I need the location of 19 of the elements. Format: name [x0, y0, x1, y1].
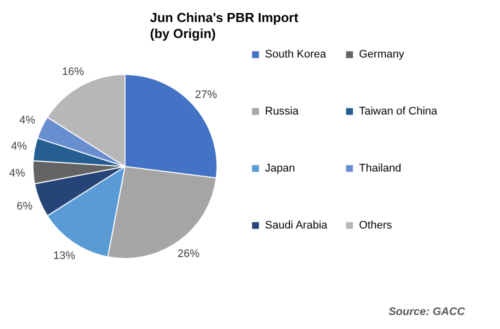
legend-label: Russia — [265, 106, 300, 118]
chart-subtitle: (by Origin) — [150, 26, 216, 41]
legend-label: Thailand — [359, 162, 402, 174]
data-label: 6% — [16, 200, 33, 212]
legend-label: South Korea — [265, 48, 328, 61]
chart-title: Jun China's PBR Import — [150, 10, 299, 25]
data-label: 16% — [62, 66, 84, 78]
legend-label: Taiwan of China — [359, 106, 438, 118]
legend-label: Others — [359, 220, 393, 232]
data-label: 13% — [53, 250, 76, 262]
legend-label: Saudi Arabia — [265, 220, 328, 232]
legend-label: Germany — [359, 48, 405, 61]
data-label: 26% — [177, 248, 200, 260]
source-note: Source: GACC — [388, 306, 466, 318]
data-label: 4% — [9, 167, 26, 180]
data-label: 4% — [10, 140, 28, 152]
data-label: 4% — [19, 114, 36, 127]
legend-label: Japan — [265, 162, 295, 174]
data-label: 27% — [194, 89, 218, 102]
